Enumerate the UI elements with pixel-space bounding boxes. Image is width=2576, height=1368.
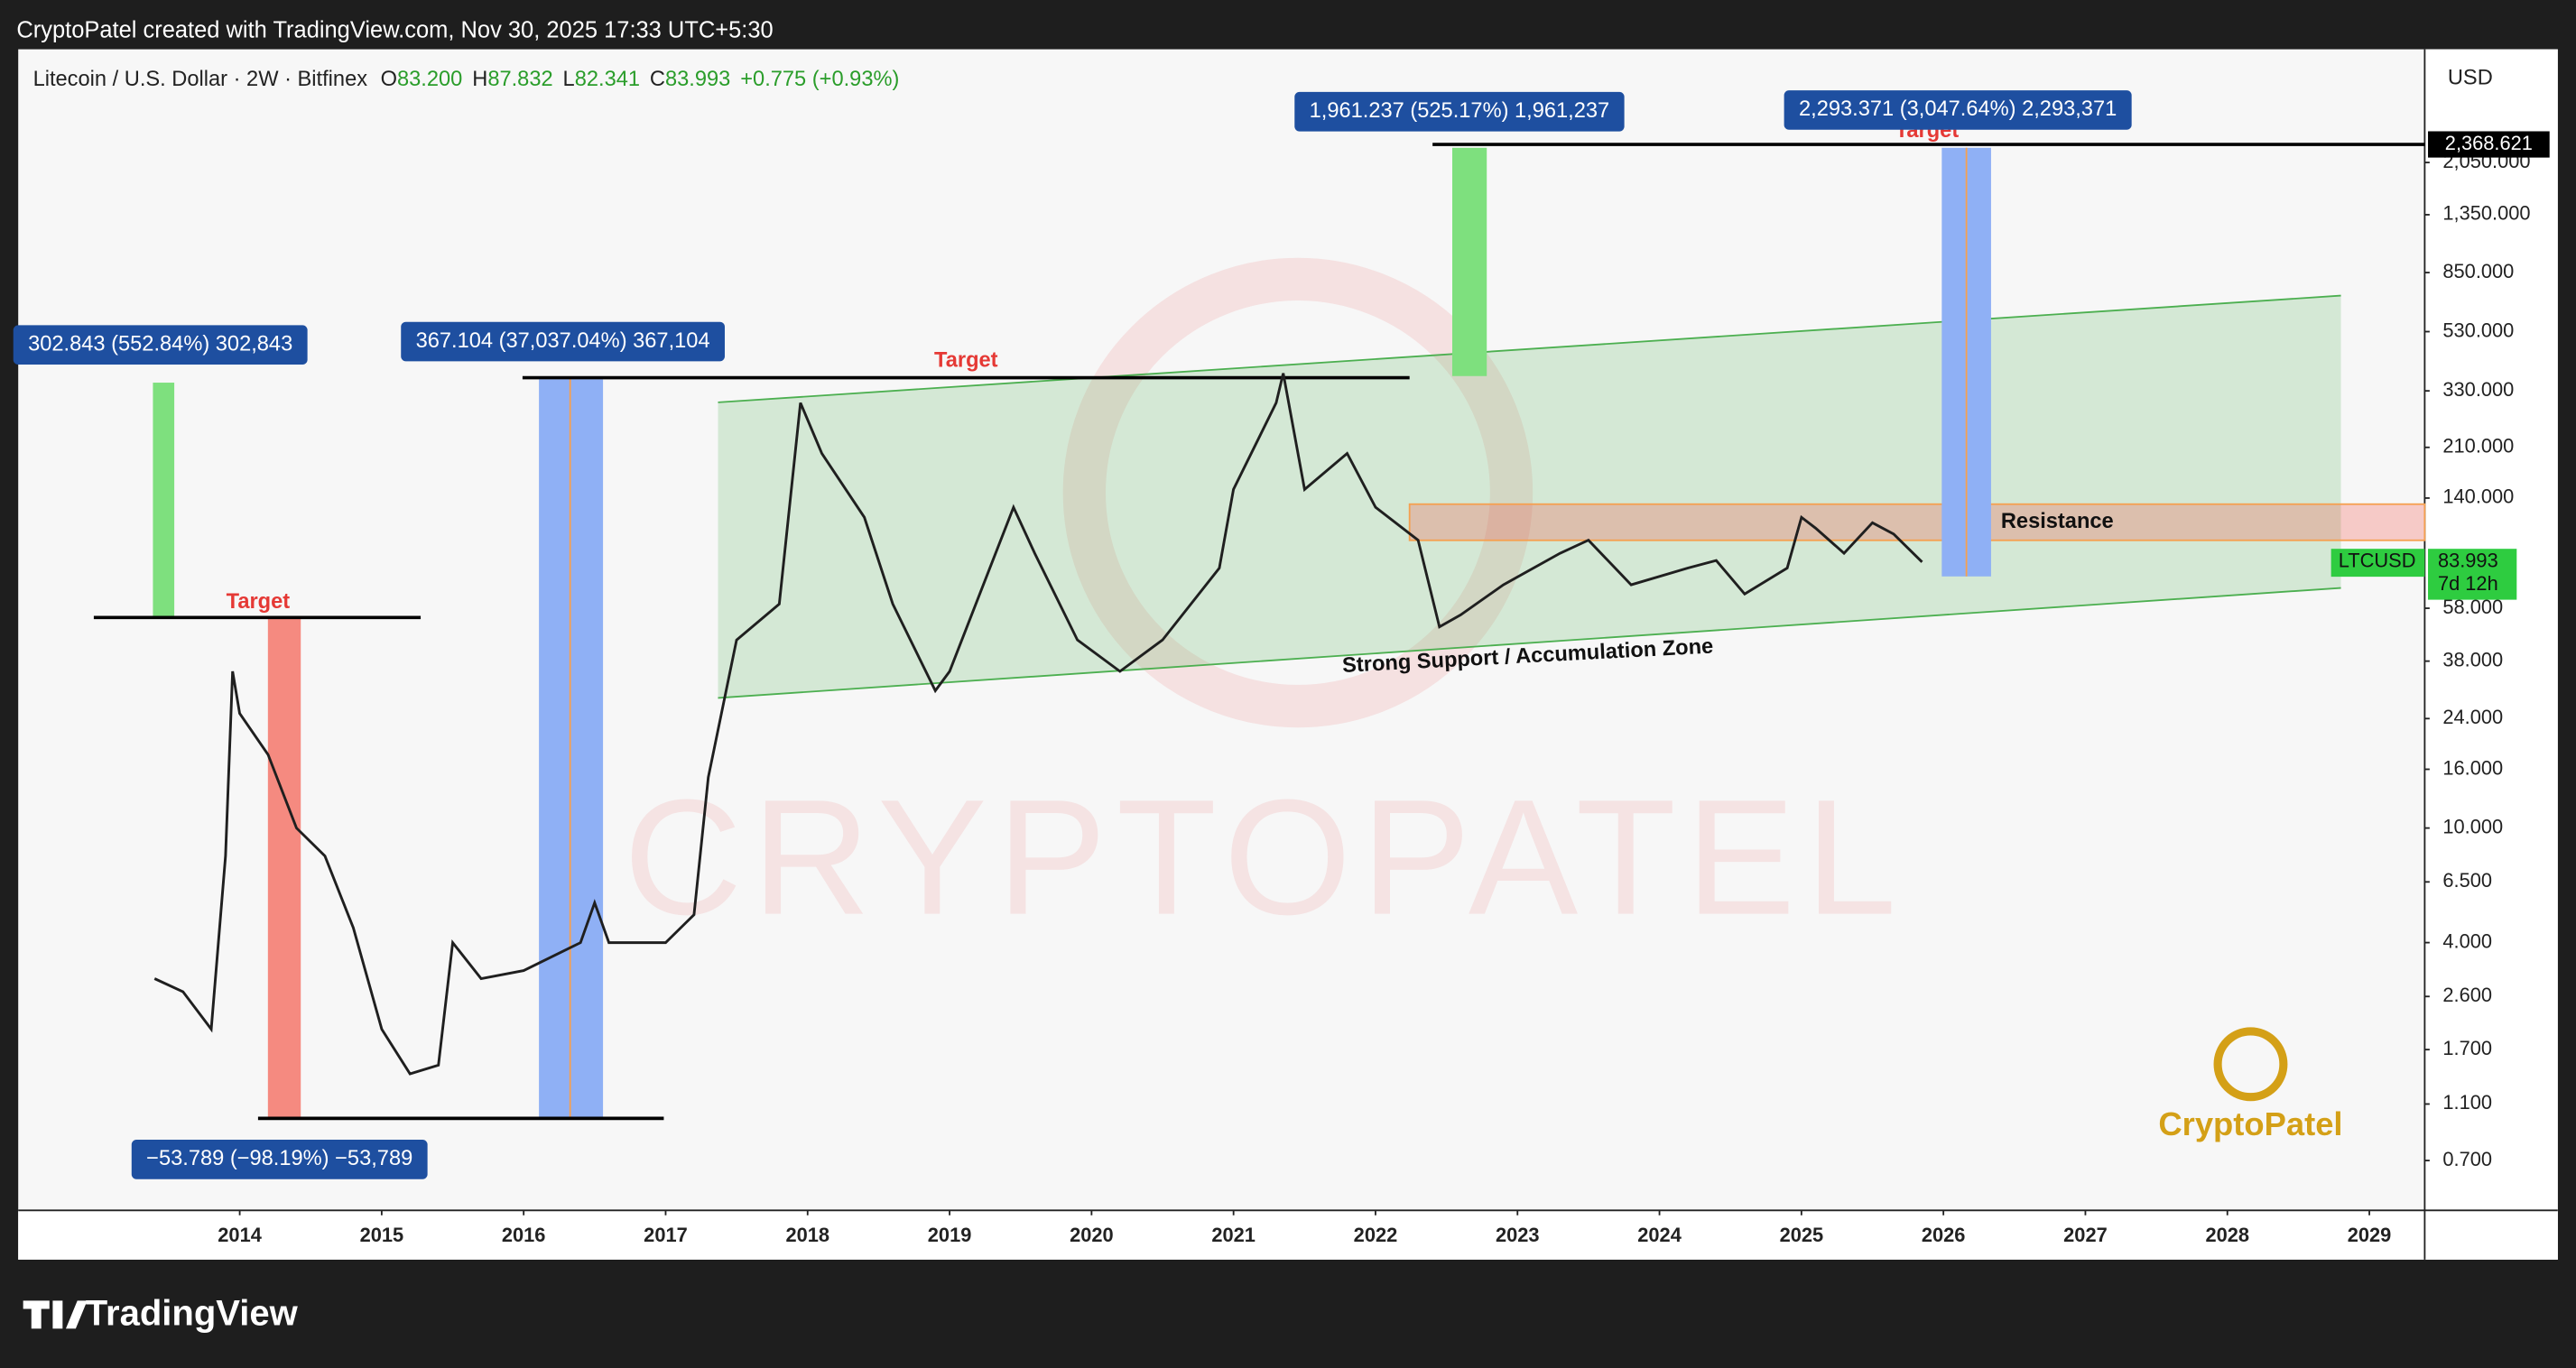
y-tick-label: 850.000 (2442, 260, 2514, 282)
last-price: 83.993 (2438, 550, 2498, 572)
x-tick-label: 2019 (928, 1224, 972, 1246)
x-tick-label: 2014 (218, 1224, 262, 1246)
ohlc-key: C (650, 68, 665, 91)
x-tick-label: 2026 (1922, 1224, 1966, 1246)
watermark-ring (1062, 257, 1534, 728)
ohlc-key: L (563, 68, 575, 91)
x-tick-label: 2024 (1637, 1224, 1682, 1246)
measure-box (267, 617, 301, 1119)
resistance-label: Resistance (2001, 510, 2114, 533)
logo-icon (2213, 1027, 2288, 1102)
x-tick-label: 2018 (785, 1224, 829, 1246)
x-tick-label: 2029 (2348, 1224, 2392, 1246)
x-tick-label: 2015 (360, 1224, 404, 1246)
ohlc-value: 82.341 (575, 68, 640, 91)
y-tick-label: 530.000 (2442, 319, 2514, 341)
y-tick-label: 1.700 (2442, 1037, 2492, 1059)
x-tick-label: 2017 (644, 1224, 688, 1246)
x-tick-label: 2027 (2063, 1224, 2108, 1246)
ohlc-value: 87.832 (487, 68, 552, 91)
x-tick-label: 2023 (1496, 1224, 1540, 1246)
ohlc-value: 83.200 (397, 68, 462, 91)
y-tick-label: 1.100 (2442, 1091, 2492, 1114)
x-tick-label: 2020 (1070, 1224, 1114, 1246)
credit: CryptoPatel created with TradingView.com… (16, 17, 773, 42)
countdown: 7d 12h (2438, 572, 2498, 595)
y-tick-label: 140.000 (2442, 485, 2514, 508)
y-tick-label: 4.000 (2442, 929, 2492, 952)
y-tick-label: 10.000 (2442, 815, 2503, 837)
plot (153, 373, 1923, 1076)
measure-label: 1,961.237 (525.17%) 1,961,237 (1310, 99, 1610, 123)
target-label: Target (934, 349, 998, 373)
y-tick-label: 210.000 (2442, 435, 2514, 458)
time-axis (18, 1210, 2558, 1260)
symbol-title: Litecoin / U.S. Dollar · 2W · Bitfinex (33, 68, 368, 91)
channel-top (718, 294, 2341, 403)
x-tick-label: 2021 (1211, 1224, 1256, 1246)
channel (718, 295, 2341, 698)
x-tick-label: 2028 (2205, 1224, 2249, 1246)
currency: USD (2448, 67, 2493, 90)
change: +0.775 (+0.93%) (740, 68, 899, 91)
price-axis (2424, 49, 2558, 1260)
x-tick-label: 2025 (1780, 1224, 1824, 1246)
target-label: Target (227, 590, 291, 614)
measure-label-box (1784, 90, 2132, 130)
ohlc-key: O (381, 68, 397, 91)
y-tick-label: 1,350.000 (2442, 202, 2530, 225)
measure-box (153, 383, 175, 618)
y-tick-label: 24.000 (2442, 706, 2503, 728)
y-tick-label: 16.000 (2442, 756, 2503, 779)
brand-icon (23, 1300, 88, 1329)
watermark: CryptoPatel (624, 765, 1906, 949)
measure-label: 367.104 (37,037.04%) 367,104 (416, 329, 710, 353)
resistance-zone (1408, 503, 2426, 541)
brand: TradingView (86, 1293, 299, 1333)
measure-label: −53.789 (−98.19%) −53,789 (146, 1147, 412, 1170)
y-tick-label: 0.700 (2442, 1148, 2492, 1170)
measure-label-box (1294, 91, 1625, 132)
x-tick-label: 2022 (1354, 1224, 1398, 1246)
y-tick-label: 330.000 (2442, 378, 2514, 401)
measure-box (1451, 147, 1487, 376)
measure-label-box (401, 321, 725, 362)
symbol-box (2330, 549, 2425, 578)
measure-label: 302.843 (552.84%) 302,843 (28, 332, 292, 356)
price-line (153, 373, 1923, 1076)
channel-bottom (718, 587, 2341, 699)
target-price-box (2428, 131, 2550, 158)
y-tick-label: 6.500 (2442, 869, 2492, 892)
symbol-label: LTCUSD (2339, 550, 2416, 572)
ohlc-key: H (472, 68, 487, 91)
legend: Litecoin / U.S. Dollar · 2W · Bitfinex O8… (33, 68, 900, 91)
ohlc-value: 83.993 (665, 68, 730, 91)
target-price: 2,368.621 (2445, 132, 2533, 154)
measure-label-box (13, 325, 308, 365)
x-tick-label: 2016 (502, 1224, 546, 1246)
y-tick-label: 38.000 (2442, 648, 2503, 670)
logo-text: CryptoPatel (2158, 1105, 2342, 1142)
chart-panel (18, 49, 2558, 1260)
last-price-box (2428, 549, 2517, 600)
measure-label: 2,293.371 (3,047.64%) 2,293,371 (1799, 97, 2117, 121)
measure-label-box (131, 1140, 428, 1179)
y-tick-label: 2.600 (2442, 984, 2492, 1006)
